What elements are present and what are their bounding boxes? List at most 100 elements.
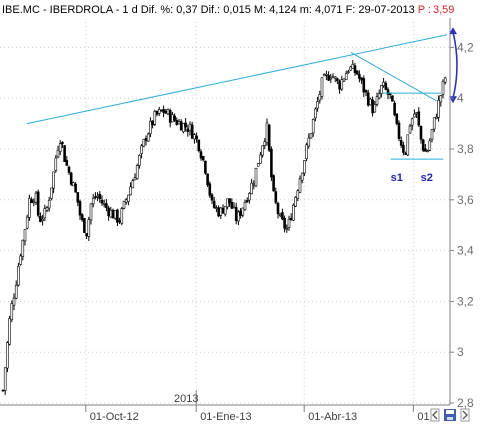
candle-body (100, 199, 104, 204)
candle-body (410, 118, 414, 126)
candle-body (417, 111, 421, 126)
candle-body (63, 145, 66, 162)
candle-body (377, 93, 381, 99)
candle-body (122, 200, 126, 209)
header-text: IBE.MC - IBERDROLA - 1 d Dif. %: 0,37 Di… (2, 4, 415, 16)
candle-body (424, 148, 427, 152)
candle-body (239, 210, 242, 216)
candle-body (221, 207, 225, 214)
candle-body (364, 90, 368, 93)
candle-body (190, 124, 194, 139)
date-tick-label: 01-Oct-12 (90, 411, 139, 423)
candle-body (43, 208, 47, 219)
candle-body (259, 154, 262, 164)
candle-body (96, 195, 99, 198)
nav-controls (430, 408, 470, 422)
candle-body (375, 96, 379, 105)
candle-body (245, 200, 249, 203)
candle-body (382, 81, 385, 86)
support-label: s1 (391, 172, 403, 184)
date-axis: 01-Oct-12 01-Ene-13 01-Abr-13 01 (85, 390, 430, 423)
candle-body (294, 197, 297, 207)
candle-body (386, 89, 390, 95)
chevron-left-icon[interactable] (430, 408, 440, 422)
candle-body (199, 151, 203, 159)
candle-body (80, 214, 84, 221)
candle-body (349, 66, 352, 71)
candle-body (397, 122, 401, 139)
price-tick-label: 2,8 (457, 396, 474, 410)
candle-body (193, 134, 196, 140)
candle-body (303, 160, 306, 174)
candle-body (12, 297, 16, 306)
candle-body (89, 203, 93, 221)
candle-body (155, 110, 159, 115)
candle-body (149, 120, 152, 134)
price-candles (1, 60, 447, 395)
candle-body (173, 115, 176, 121)
candle-body (278, 214, 282, 216)
price-tick-label: 3,4 (457, 244, 474, 258)
candle-body (311, 119, 315, 134)
candle-body (276, 203, 280, 215)
candle-body (443, 77, 447, 83)
candle-body (184, 122, 187, 128)
candle-body (111, 209, 115, 219)
candle-body (67, 166, 71, 173)
date-tick-label: 01-Abr-13 (308, 411, 357, 423)
candle-body (355, 70, 359, 75)
candle-body (430, 129, 434, 140)
candle-body (274, 191, 278, 203)
candle-body (342, 78, 346, 82)
candle-body (340, 79, 344, 90)
candle-body (362, 78, 366, 93)
upper-trendline (26, 34, 448, 125)
candle-body (421, 139, 425, 151)
range-arrow-line (452, 31, 458, 99)
candle-body (393, 102, 396, 116)
candle-body (61, 142, 64, 145)
candle-body (298, 178, 302, 193)
candle-body (426, 150, 429, 153)
chart-header: IBE.MC - IBERDROLA - 1 d Dif. %: 0,37 Di… (2, 4, 454, 16)
candle-body (305, 144, 308, 160)
support-label: s2 (421, 172, 433, 184)
candle-body (219, 207, 223, 216)
candle-body (98, 193, 102, 199)
candle-body (45, 207, 49, 211)
candle-body (413, 113, 416, 118)
candle-body (241, 207, 245, 216)
candle-body (344, 73, 348, 81)
candle-body (19, 255, 22, 265)
last-price-prefix: P : (418, 4, 431, 16)
candle-body (322, 74, 326, 77)
candle-body (320, 77, 324, 97)
candle-body (188, 123, 192, 131)
last-price-value: 3,59 (433, 4, 454, 16)
candle-body (435, 116, 438, 119)
candle-body (102, 203, 106, 205)
candle-body (318, 94, 322, 101)
candle-body (177, 121, 181, 125)
candle-body (248, 193, 251, 201)
candle-body (237, 211, 240, 222)
candle-body (419, 125, 423, 140)
candle-body (14, 284, 18, 299)
candle-body (254, 167, 258, 187)
candle-body (124, 199, 128, 203)
candle-body (428, 140, 432, 151)
candle-body (204, 160, 207, 174)
candle-body (206, 173, 209, 186)
candle-body (116, 209, 119, 223)
candle-body (34, 192, 38, 203)
candle-body (69, 172, 73, 185)
chevron-right-icon[interactable] (460, 408, 470, 422)
candle-body (314, 108, 317, 119)
candle-body (217, 207, 220, 217)
save-icon[interactable] (444, 409, 456, 421)
year-label: 2013 (174, 393, 198, 405)
candle-body (296, 190, 300, 199)
candle-body (138, 155, 141, 166)
candle-body (142, 139, 146, 147)
